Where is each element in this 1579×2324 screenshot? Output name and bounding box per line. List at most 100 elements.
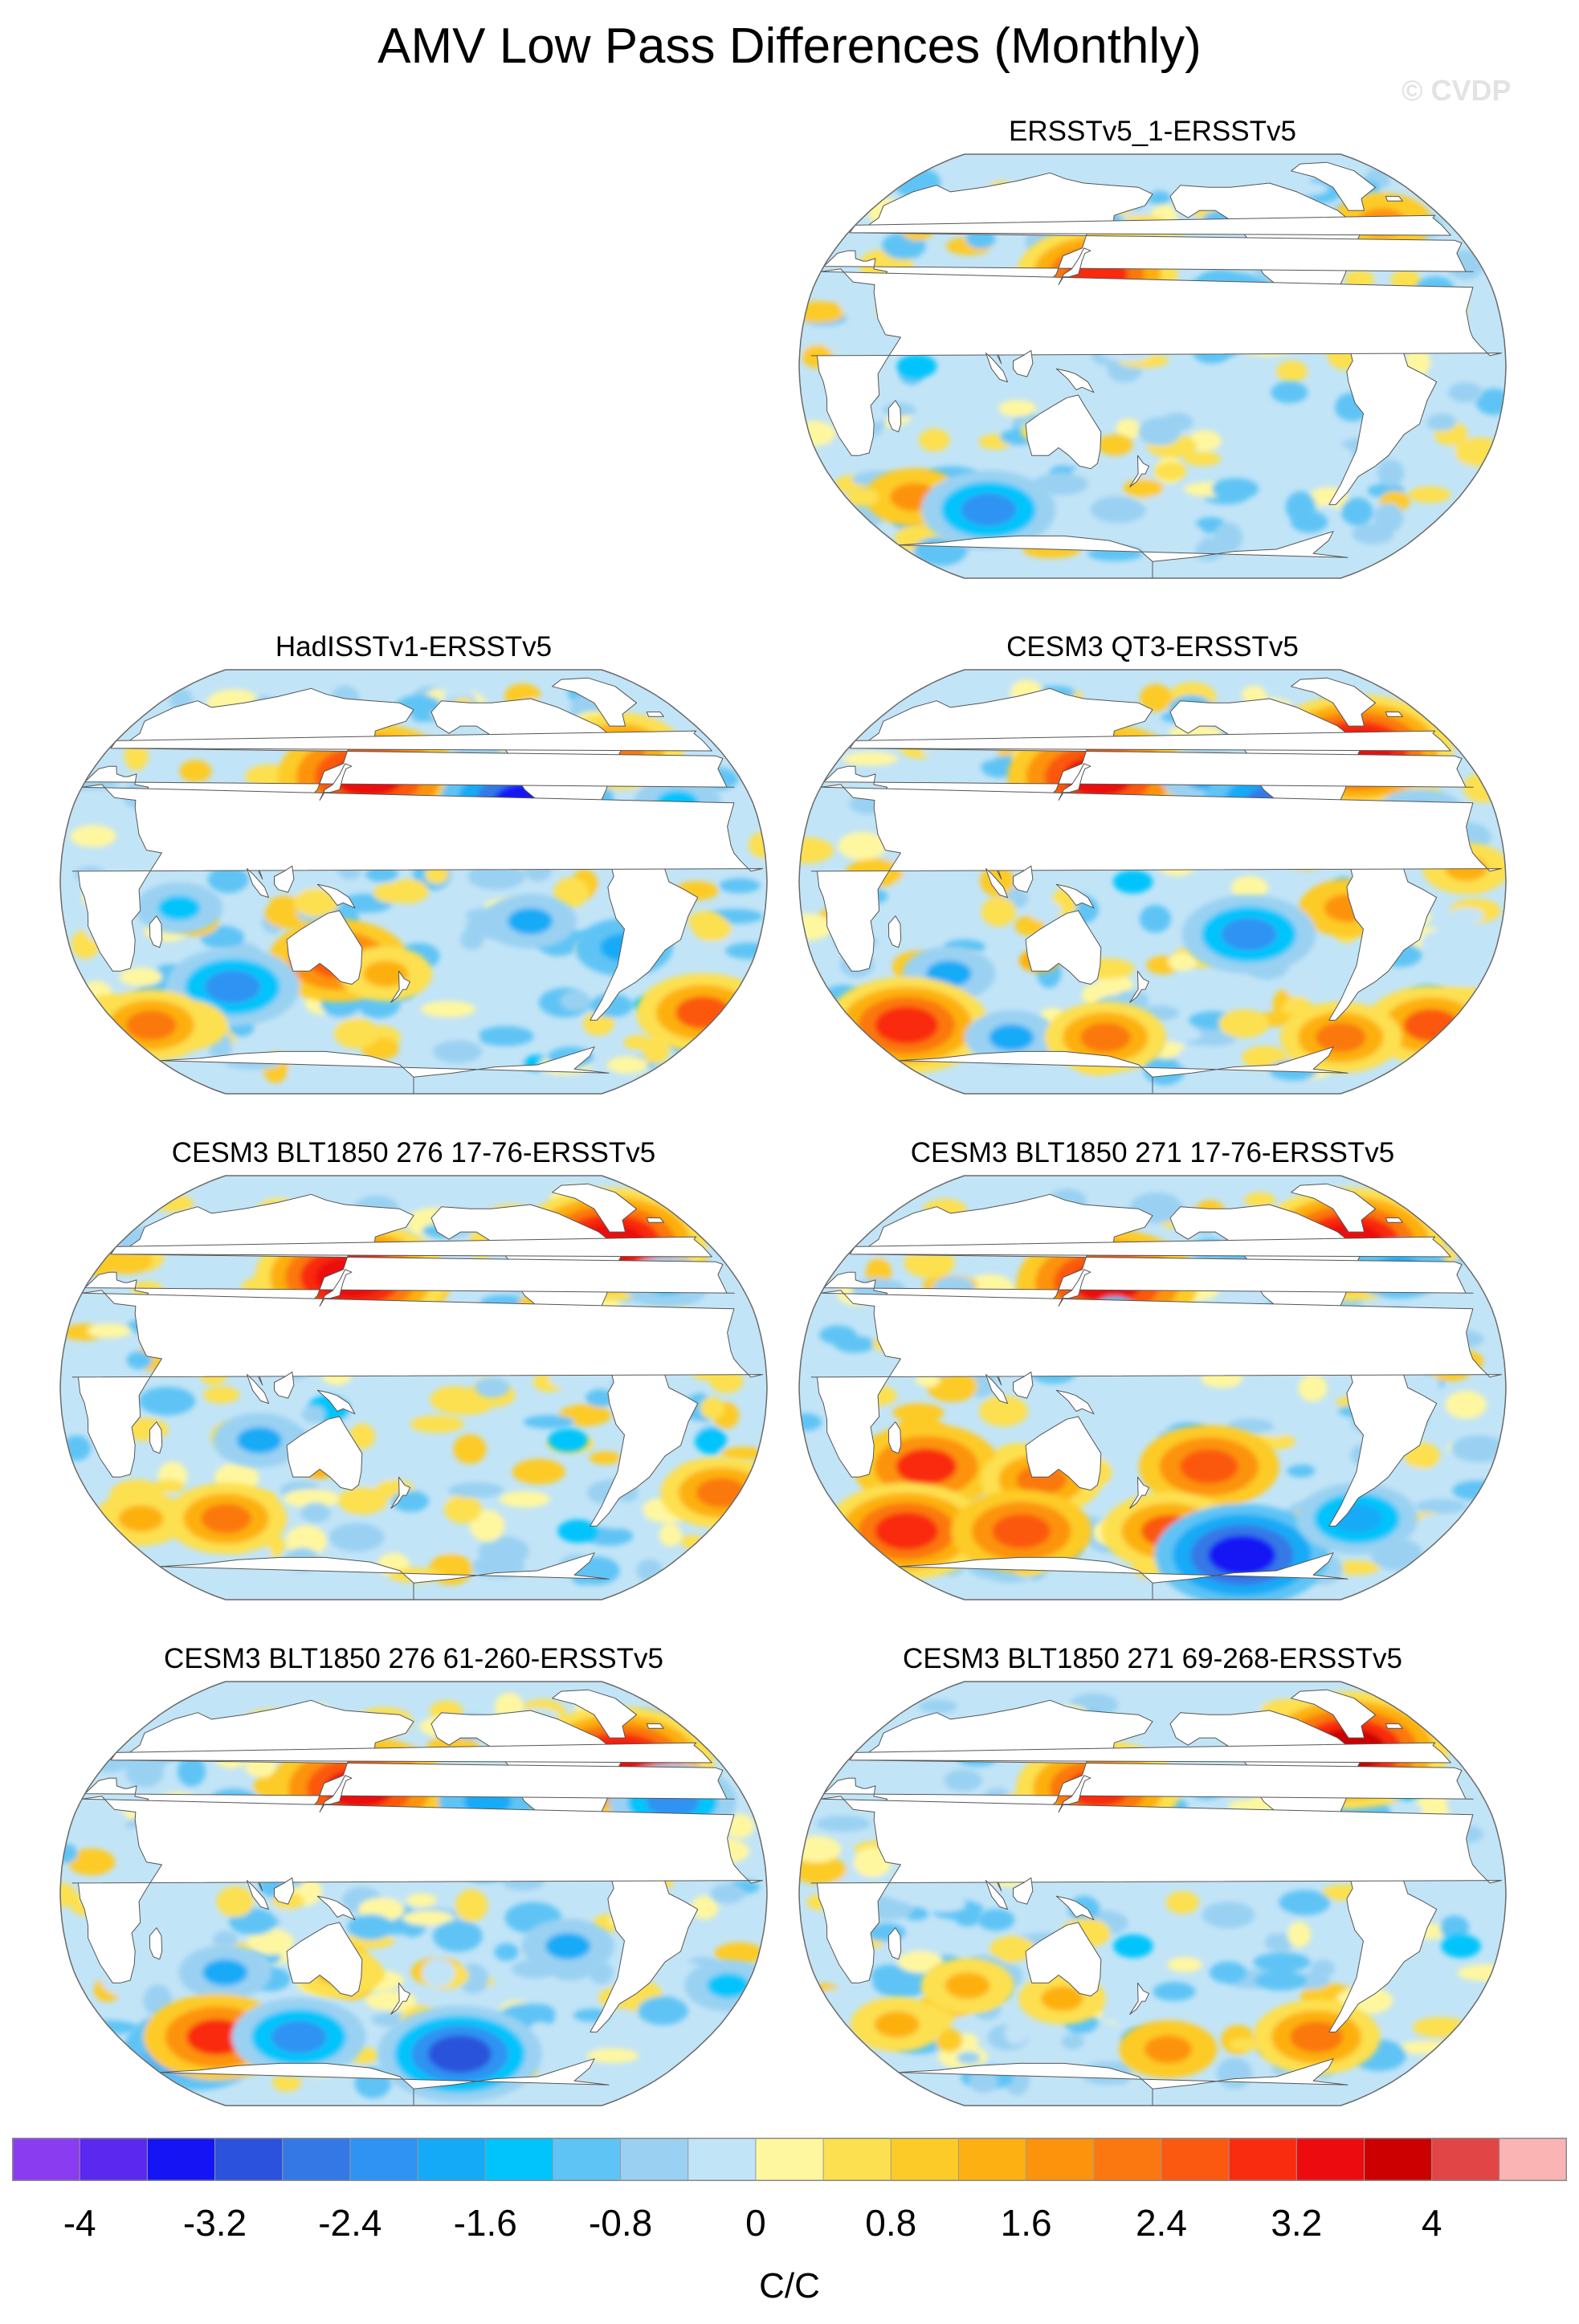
new-guinea-landmass xyxy=(1055,368,1095,393)
anomaly-contour xyxy=(1080,1022,1131,1053)
south-america-landmass xyxy=(1328,1861,1438,2032)
colorbar-swatch xyxy=(1229,2138,1297,2181)
british-isles-landmass xyxy=(110,1742,712,1763)
texture-patch xyxy=(460,928,484,950)
africa-landmass xyxy=(810,1796,1502,1984)
greenland-landmass xyxy=(552,677,637,727)
colorbar-frame xyxy=(12,2138,1567,2181)
colorbar-swatch xyxy=(485,2138,553,2181)
land-layer xyxy=(71,1689,763,2106)
texture-patch xyxy=(476,1025,534,1046)
texture-patch xyxy=(1116,418,1140,440)
map-panel-5 xyxy=(798,1175,1507,1600)
texture-patch xyxy=(138,1386,196,1416)
texture-patch xyxy=(582,1012,614,1036)
anomaly-contour xyxy=(1441,1934,1481,1959)
anomaly-contour xyxy=(707,1973,750,1999)
texture-patch xyxy=(1279,1890,1331,1916)
new-guinea-landmass xyxy=(316,1895,356,1921)
madagascar-landmass xyxy=(887,400,902,433)
texture-patch xyxy=(179,760,212,783)
texture-patch xyxy=(969,2069,998,2094)
anomaly-contour xyxy=(1113,1934,1153,1959)
texture-patch xyxy=(119,968,162,986)
land-layer xyxy=(71,1183,763,1600)
anomaly-contour xyxy=(363,960,409,988)
panel-title-7: CESM3 BLT1850 271 69-268-ERSSTv5 xyxy=(903,1643,1402,1674)
texture-patch xyxy=(300,1502,331,1523)
anomaly-field xyxy=(60,1682,767,2106)
texture-patch xyxy=(1216,2057,1253,2090)
panel-title-6: CESM3 BLT1850 276 61-260-ERSSTv5 xyxy=(164,1643,663,1674)
colorbar-swatch xyxy=(418,2138,486,2181)
anomaly-contour xyxy=(186,2019,247,2055)
texture-patch xyxy=(815,1816,871,1832)
colorbar-tick-label: 4 xyxy=(1422,2202,1442,2244)
texture-patch xyxy=(1183,451,1222,467)
texture-patch xyxy=(1061,2033,1084,2050)
anomaly-contour xyxy=(710,1883,745,1904)
texture-patch xyxy=(422,1959,455,1987)
new-guinea-landmass xyxy=(316,883,356,909)
panel-title-2: HadISSTv1-ERSSTv5 xyxy=(275,631,553,663)
south-america-landmass xyxy=(590,1861,699,2032)
texture-patch xyxy=(247,1928,294,1955)
texture-patch xyxy=(892,1403,945,1422)
texture-patch xyxy=(871,1964,908,1987)
anomaly-contour xyxy=(545,1933,591,1959)
colorbar-swatch xyxy=(147,2138,216,2181)
anomaly-contour xyxy=(201,1503,251,1534)
anomaly-contour xyxy=(1271,381,1308,404)
texture-patch xyxy=(998,400,1037,418)
texture-patch xyxy=(799,837,834,864)
sumatra-landmass xyxy=(985,1880,1008,1910)
new-guinea-landmass xyxy=(1055,883,1095,909)
texture-patch xyxy=(1377,459,1405,487)
texture-patch xyxy=(953,1908,981,1926)
panel-title-3: CESM3 QT3-ERSSTv5 xyxy=(1006,631,1299,663)
map-outline xyxy=(798,1175,1507,1600)
new-guinea-landmass xyxy=(1055,1389,1095,1415)
texture-patch xyxy=(1450,1435,1506,1462)
texture-patch xyxy=(1286,976,1317,1000)
texture-patch xyxy=(799,1855,847,1885)
map-panel-3 xyxy=(798,669,1507,1095)
greenland-landmass xyxy=(1291,1183,1376,1233)
colorbar-units-label: C/C xyxy=(759,2266,820,2306)
texture-patch xyxy=(714,1942,765,1965)
colorbar-swatch xyxy=(958,2138,1027,2181)
colorbar-swatch xyxy=(1499,2138,1567,2181)
texture-patch xyxy=(272,2073,301,2092)
colorbar-swatch xyxy=(1026,2138,1095,2181)
anomaly-contour xyxy=(126,1010,177,1041)
anomaly-field xyxy=(60,670,767,1094)
africa-landmass xyxy=(810,268,1502,456)
texture-patch xyxy=(560,990,591,1011)
madagascar-landmass xyxy=(887,915,902,948)
british-isles-landmass xyxy=(110,1236,712,1258)
texture-patch xyxy=(1433,1461,1485,1484)
anomaly-contour xyxy=(874,2011,920,2038)
texture-patch xyxy=(694,1426,727,1455)
texture-patch xyxy=(1218,1009,1270,1038)
texture-patch xyxy=(143,1894,186,1909)
japan-landmass xyxy=(1058,247,1091,285)
antarctica-landmass xyxy=(159,1552,610,1600)
anomaly-contour xyxy=(1112,870,1153,894)
texture-patch xyxy=(1430,960,1483,986)
texture-patch xyxy=(67,1848,116,1876)
texture-patch xyxy=(1287,1464,1316,1478)
new-zealand-landmass xyxy=(1129,455,1149,487)
sumatra-landmass xyxy=(985,1374,1008,1405)
iceland-landmass xyxy=(1385,196,1403,202)
texture-patch xyxy=(989,1936,1035,1962)
colorbar-tick-label: -4 xyxy=(63,2202,96,2244)
anomaly-contour xyxy=(508,907,553,935)
colorbar-tick-label: -2.4 xyxy=(318,2202,381,2244)
anomaly-contour xyxy=(202,1959,248,1986)
land-layer xyxy=(810,1689,1502,2106)
australia-landmass xyxy=(1025,910,1102,985)
south-america-landmass xyxy=(1328,850,1438,1021)
texture-patch xyxy=(87,1323,132,1339)
texture-patch xyxy=(1230,875,1268,900)
